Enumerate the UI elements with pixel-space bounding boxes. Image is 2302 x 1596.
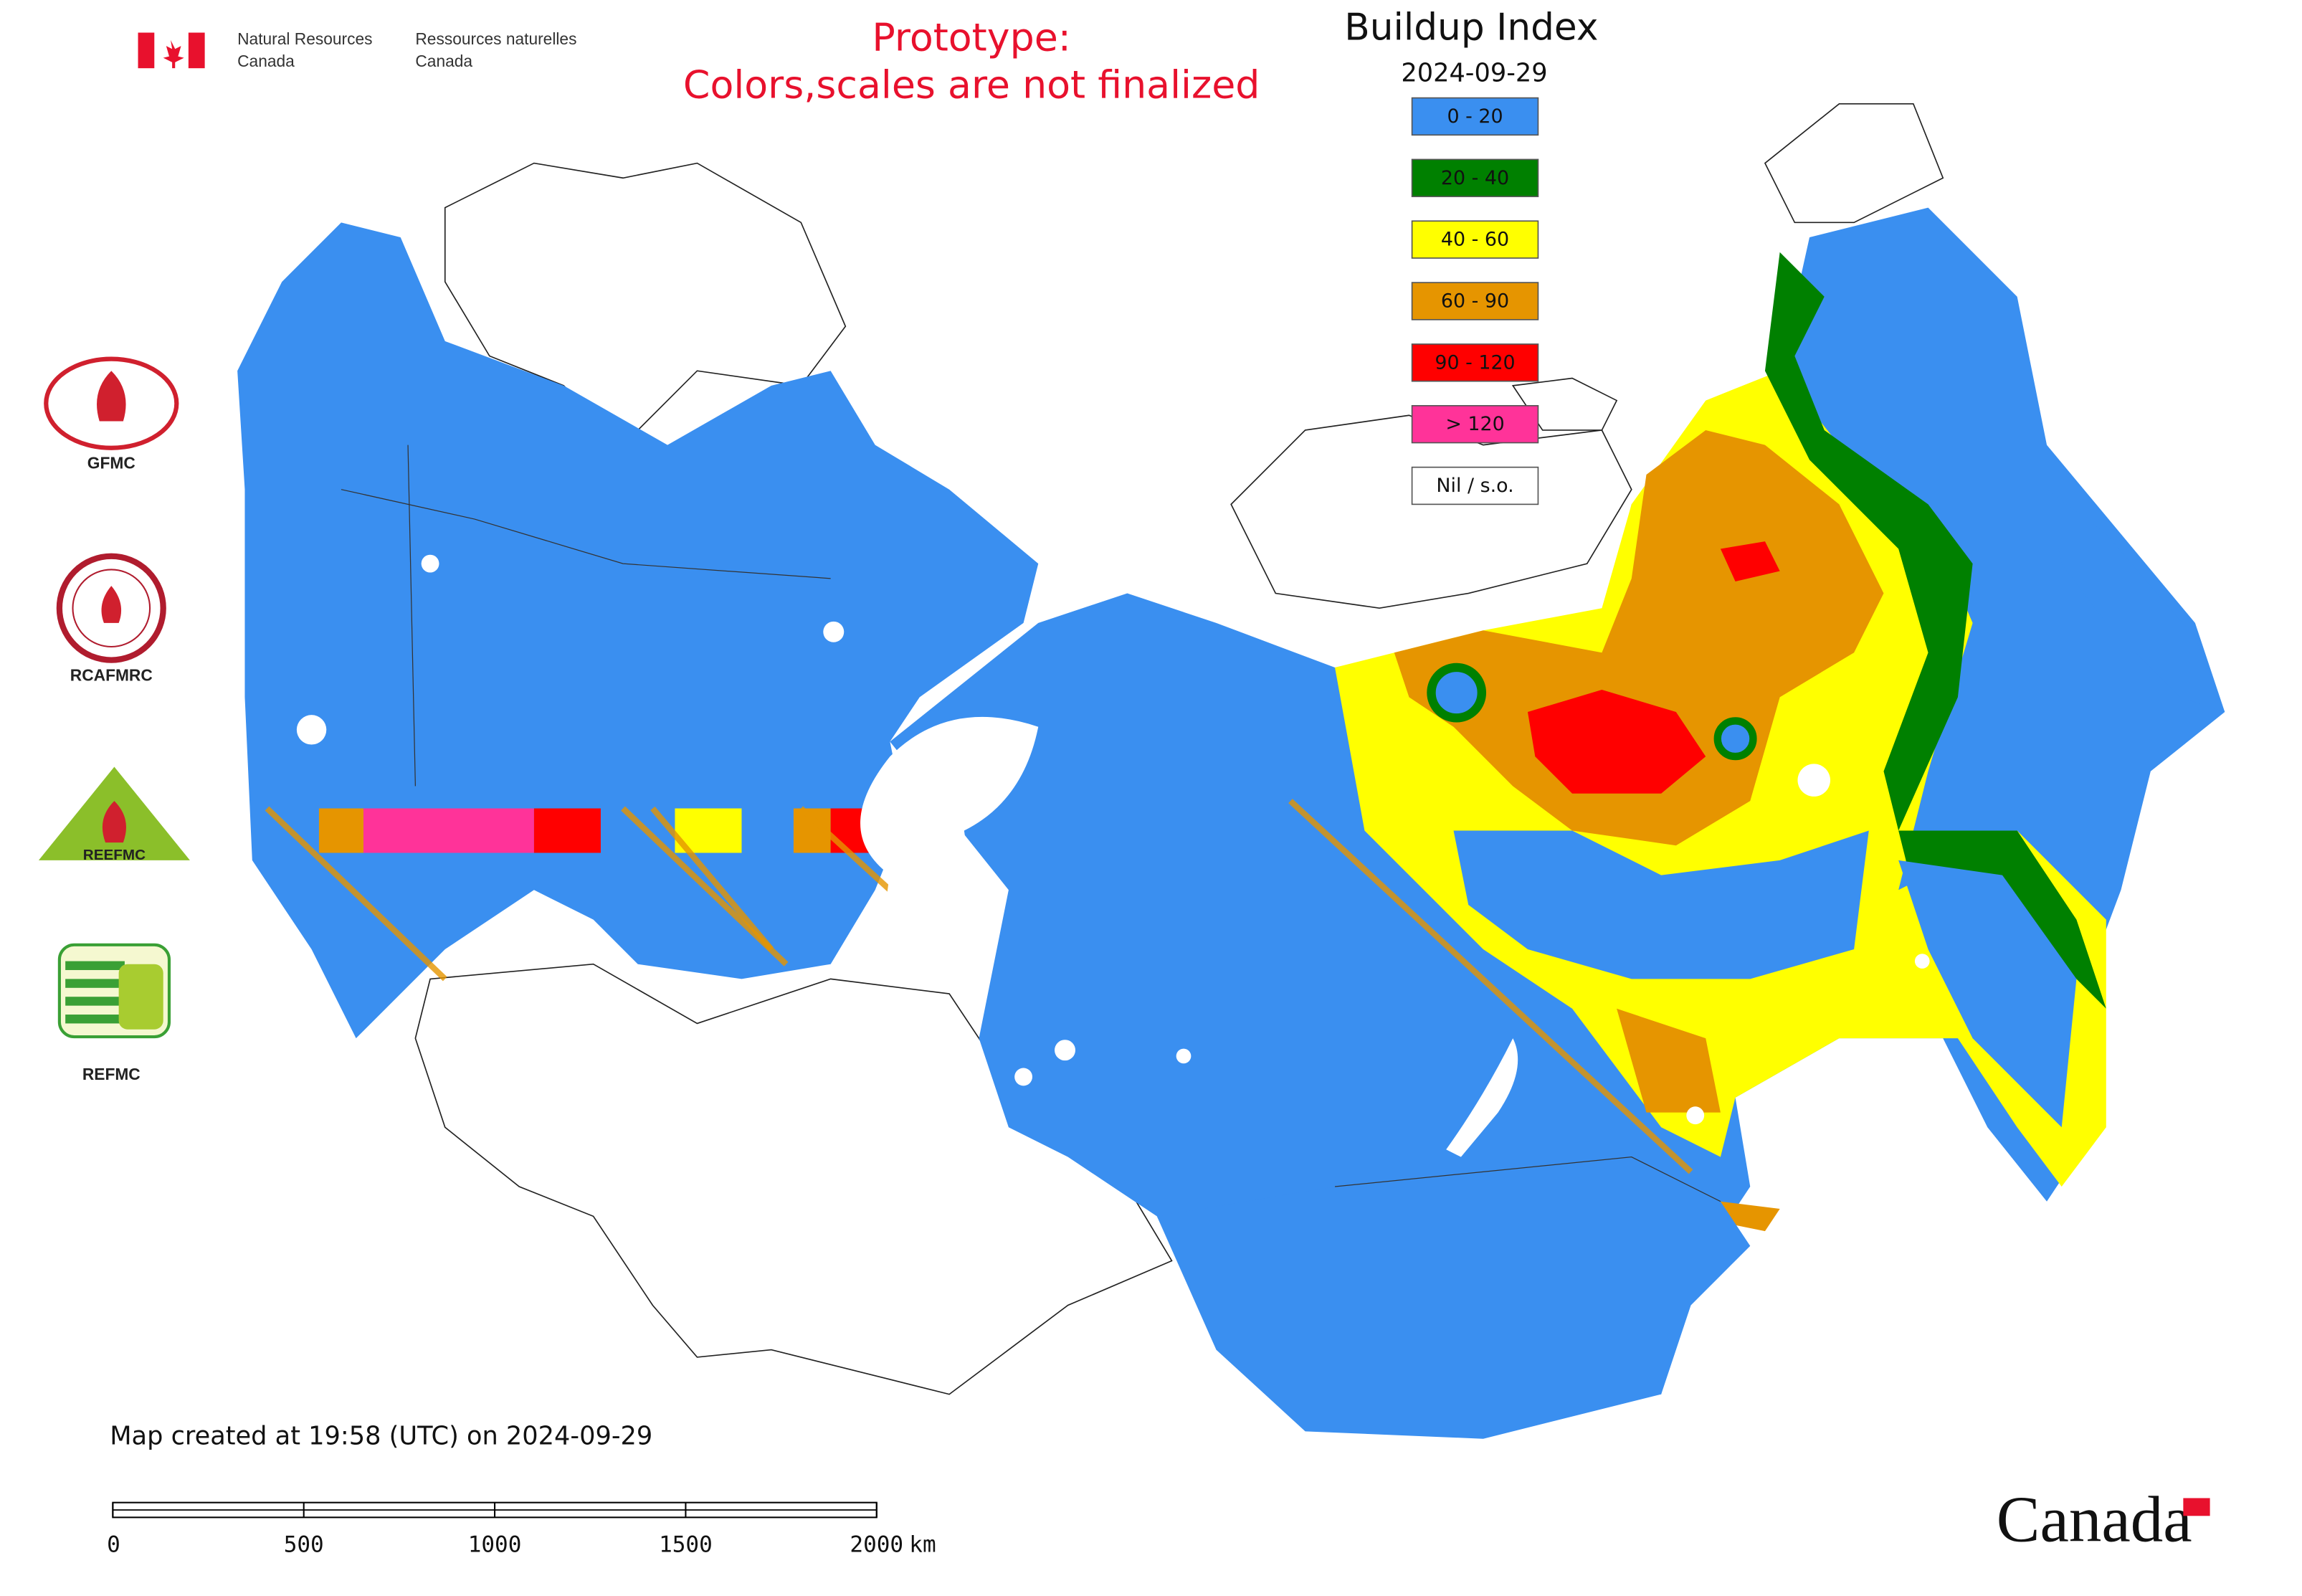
legend-label: 20 - 40 [1441,167,1509,189]
legend-swatch [1411,343,1539,382]
artifact-line [799,806,893,893]
lake [421,554,439,573]
logo-label: RCAFMRC [70,665,153,684]
lake-baikal [1446,1038,1518,1157]
region-blue-patch [1898,860,2077,1128]
border [341,489,831,579]
lake [1055,1040,1075,1061]
land-outline [414,963,1173,1395]
legend-label: 60 - 90 [1441,290,1509,312]
notice: Colors,scales are not finalized [683,62,1260,108]
legend-label: > 120 [1445,413,1504,435]
region-orange [1394,429,1884,846]
scale-bar: 0 500 1000 1500 2000 km [107,1501,936,1558]
scale-label: 500 [284,1532,324,1558]
logo-label: REEFMC [83,847,146,863]
legend-date: 2024-09-29 [1401,58,1547,87]
wordmark-flag [2183,1498,2210,1516]
region-ring [1427,662,1487,723]
legend-swatch [1411,97,1539,136]
agency-en: Natural Resources [237,29,372,48]
region-red [1527,689,1706,794]
agency-fr: Ressources naturelles [415,29,576,48]
scale-label: 1500 [659,1532,713,1558]
lake [1014,1068,1032,1086]
legend-swatch [1411,282,1539,320]
stripe-band [318,808,363,853]
region-green [1764,252,2106,1009]
legend-swatch [1411,404,1539,444]
lake [1797,764,1830,797]
legend-swatch [1411,220,1539,259]
artifact-line [650,806,774,951]
lake [1686,1106,1705,1125]
scale-label: 1000 [468,1532,522,1558]
caspian-sea [860,716,1039,979]
legend-label: 40 - 60 [1441,229,1509,251]
stripe-band [741,808,794,853]
land-outline [1230,414,1632,609]
legend-swatch [1411,466,1539,505]
flag-bar [138,32,155,69]
logo-gfmc: GFMC [44,356,179,472]
flag-bar [188,32,205,69]
logo-label: GFMC [87,454,135,472]
lake [1176,1048,1192,1064]
legend: 0 - 20 20 - 40 40 - 60 60 - 90 90 - 120 > 120… [1411,97,1539,505]
canada-wordmark: Canada [1997,1483,2192,1556]
stripe-band [675,808,742,853]
scale-unit: km [909,1532,936,1558]
logo-reefmc: REEFMC [38,766,190,863]
region-blue-basin [1453,830,1869,979]
notice: Prototype: [872,14,1071,60]
stripe-band [793,808,831,853]
created-note: Map created at 19:58 (UTC) on 2024-09-29 [110,1422,652,1451]
legend-label: 90 - 120 [1435,351,1515,374]
stripe-band [533,808,601,853]
border [1334,1156,1721,1202]
lake [296,715,327,745]
lake [1914,954,1930,969]
region-red [1720,541,1780,581]
maple-leaf [163,39,184,69]
land-outline [1764,103,1944,224]
legend-label: 0 - 20 [1447,105,1503,128]
border [407,445,417,787]
legend-title: Buildup Index [1344,6,1598,49]
agency-en: Canada [237,52,295,70]
logo-rcafmrc: RCAFMRC [56,553,166,684]
scale-label: 0 [107,1532,120,1558]
region-kamchatka [2047,489,2225,713]
lake [823,621,845,642]
map [237,103,2225,1439]
legend-label: Nil / s.o. [1436,475,1513,497]
logo-refmc: REFMC [57,943,171,1083]
stripe-band [363,808,534,853]
region-ring [1713,717,1757,761]
legend-swatch [1411,158,1539,197]
agency-fr: Canada [415,52,472,70]
artifact-line [1288,799,1693,1174]
artifact-line [265,806,447,982]
region-south [1156,1156,1751,1439]
logo-label: REFMC [82,1065,141,1083]
scale-label: 2000 [850,1532,903,1558]
